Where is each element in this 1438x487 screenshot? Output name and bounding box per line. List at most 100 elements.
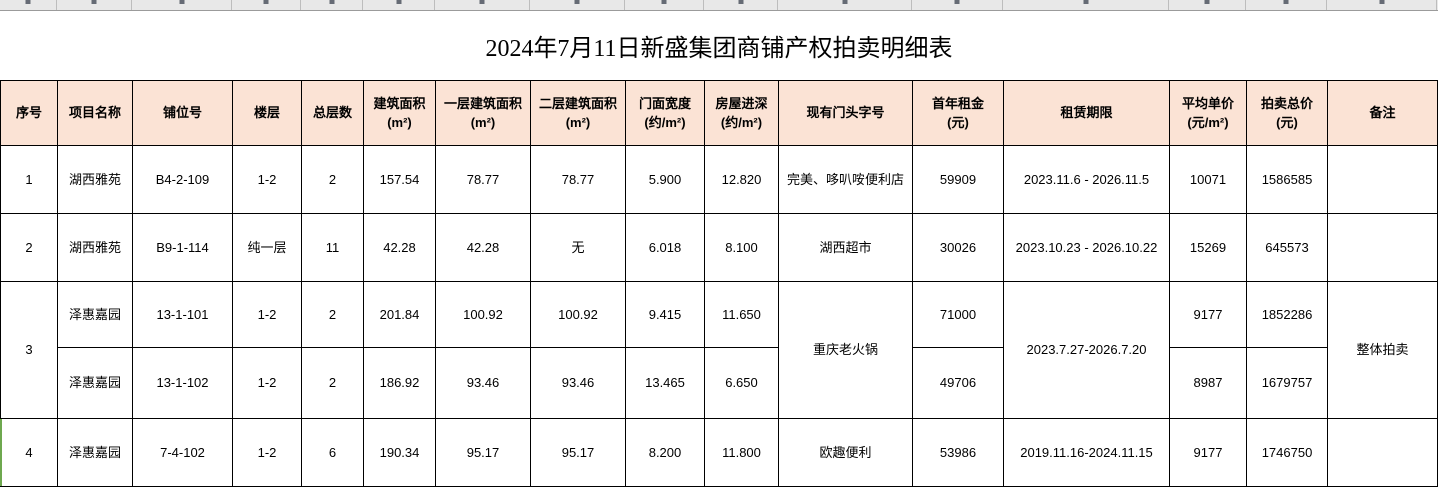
cell-total-price[interactable]: 1586585 [1246,145,1328,214]
cell-shop-no[interactable]: 13-1-101 [132,281,233,348]
cell-floor[interactable]: 1-2 [232,347,302,419]
cell-total-floors[interactable]: 2 [301,347,364,419]
cell-note-merged[interactable]: 整体拍卖 [1327,281,1438,419]
cell-total-floors[interactable]: 6 [301,418,364,487]
cell-project[interactable]: 湖西雅苑 [57,145,133,214]
cell-total-price[interactable]: 1746750 [1246,418,1328,487]
column-header-cell[interactable] [132,0,232,10]
column-header-cell[interactable] [363,0,435,10]
cell-depth[interactable]: 12.820 [704,145,779,214]
cell-rent[interactable]: 59909 [912,145,1004,214]
cell-project[interactable]: 湖西雅苑 [57,213,133,282]
cell-total-price[interactable]: 645573 [1246,213,1328,282]
cell-depth[interactable]: 8.100 [704,213,779,282]
cell-term[interactable]: 2019.11.16-2024.11.15 [1003,418,1170,487]
cell-area-f1[interactable]: 95.17 [435,418,531,487]
cell-area-f2[interactable]: 93.46 [530,347,626,419]
header-area-f2[interactable]: 二层建筑面积 (m²) [530,80,626,146]
column-header-cell[interactable] [625,0,704,10]
cell-project[interactable]: 泽惠嘉园 [57,418,133,487]
cell-total-floors[interactable]: 11 [301,213,364,282]
column-header-cell[interactable] [232,0,301,10]
cell-rent[interactable]: 49706 [912,347,1004,419]
cell-floor[interactable]: 1-2 [232,145,302,214]
title-bar[interactable]: 2024年7月11日新盛集团商铺产权拍卖明细表 [0,11,1438,80]
header-width[interactable]: 门面宽度 (约/m²) [625,80,705,146]
cell-total-floors[interactable]: 2 [301,281,364,348]
cell-seq-merged[interactable]: 3 [0,281,58,419]
cell-seq[interactable]: 1 [0,145,58,214]
header-total-price[interactable]: 拍卖总价 (元) [1246,80,1328,146]
cell-width[interactable]: 9.415 [625,281,705,348]
header-floor[interactable]: 楼层 [232,80,302,146]
cell-width[interactable]: 8.200 [625,418,705,487]
cell-tenant[interactable]: 完美、哆叭咹便利店 [778,145,913,214]
cell-shop-no[interactable]: 7-4-102 [132,418,233,487]
cell-rent[interactable]: 30026 [912,213,1004,282]
header-note[interactable]: 备注 [1327,80,1438,146]
cell-note[interactable] [1327,213,1438,282]
cell-area[interactable]: 190.34 [363,418,436,487]
cell-area-f2[interactable]: 95.17 [530,418,626,487]
header-shop-no[interactable]: 铺位号 [132,80,233,146]
cell-note[interactable] [1327,145,1438,214]
cell-total-floors[interactable]: 2 [301,145,364,214]
column-header-cell[interactable] [704,0,778,10]
cell-area[interactable]: 42.28 [363,213,436,282]
cell-area-f1[interactable]: 100.92 [435,281,531,348]
header-seq[interactable]: 序号 [0,80,58,146]
cell-total-price[interactable]: 1852286 [1246,281,1328,348]
column-header-cell[interactable] [1003,0,1169,10]
cell-area-f2[interactable]: 100.92 [530,281,626,348]
header-project[interactable]: 项目名称 [57,80,133,146]
column-header-cell[interactable] [912,0,1003,10]
column-header-cell[interactable] [0,0,57,10]
column-header-cell[interactable] [778,0,912,10]
cell-total-price[interactable]: 1679757 [1246,347,1328,419]
cell-term[interactable]: 2023.10.23 - 2026.10.22 [1003,213,1170,282]
header-term[interactable]: 租赁期限 [1003,80,1170,146]
column-header-cell[interactable] [1327,0,1437,10]
header-unit-price[interactable]: 平均单价 (元/m²) [1169,80,1247,146]
cell-width[interactable]: 13.465 [625,347,705,419]
column-header-cell[interactable] [435,0,530,10]
cell-tenant[interactable]: 湖西超市 [778,213,913,282]
column-header-cell[interactable] [1246,0,1327,10]
cell-tenant-merged[interactable]: 重庆老火锅 [778,281,913,419]
cell-project[interactable]: 泽惠嘉园 [57,281,133,348]
column-header-cell[interactable] [301,0,363,10]
header-total-floors[interactable]: 总层数 [301,80,364,146]
cell-area-f2[interactable]: 78.77 [530,145,626,214]
header-area[interactable]: 建筑面积 (m²) [363,80,436,146]
cell-area[interactable]: 157.54 [363,145,436,214]
cell-area-f1[interactable]: 93.46 [435,347,531,419]
column-header-strip[interactable] [0,0,1438,11]
cell-rent[interactable]: 53986 [912,418,1004,487]
cell-shop-no[interactable]: B9-1-114 [132,213,233,282]
cell-area-f1[interactable]: 78.77 [435,145,531,214]
cell-area[interactable]: 186.92 [363,347,436,419]
cell-term[interactable]: 2023.11.6 - 2026.11.5 [1003,145,1170,214]
cell-rent[interactable]: 71000 [912,281,1004,348]
cell-seq[interactable]: 4 [0,418,58,487]
header-area-f1[interactable]: 一层建筑面积 (m²) [435,80,531,146]
cell-depth[interactable]: 6.650 [704,347,779,419]
cell-term-merged[interactable]: 2023.7.27-2026.7.20 [1003,281,1170,419]
cell-area-f1[interactable]: 42.28 [435,213,531,282]
cell-depth[interactable]: 11.650 [704,281,779,348]
cell-tenant[interactable]: 欧趣便利 [778,418,913,487]
cell-depth[interactable]: 11.800 [704,418,779,487]
column-header-cell[interactable] [530,0,625,10]
cell-floor[interactable]: 1-2 [232,281,302,348]
cell-width[interactable]: 5.900 [625,145,705,214]
cell-shop-no[interactable]: B4-2-109 [132,145,233,214]
header-depth[interactable]: 房屋进深 (约/m²) [704,80,779,146]
cell-floor[interactable]: 1-2 [232,418,302,487]
cell-area-f2[interactable]: 无 [530,213,626,282]
cell-floor[interactable]: 纯一层 [232,213,302,282]
cell-unit-price[interactable]: 8987 [1169,347,1247,419]
cell-width[interactable]: 6.018 [625,213,705,282]
column-header-cell[interactable] [57,0,132,10]
cell-project[interactable]: 泽惠嘉园 [57,347,133,419]
cell-unit-price[interactable]: 15269 [1169,213,1247,282]
